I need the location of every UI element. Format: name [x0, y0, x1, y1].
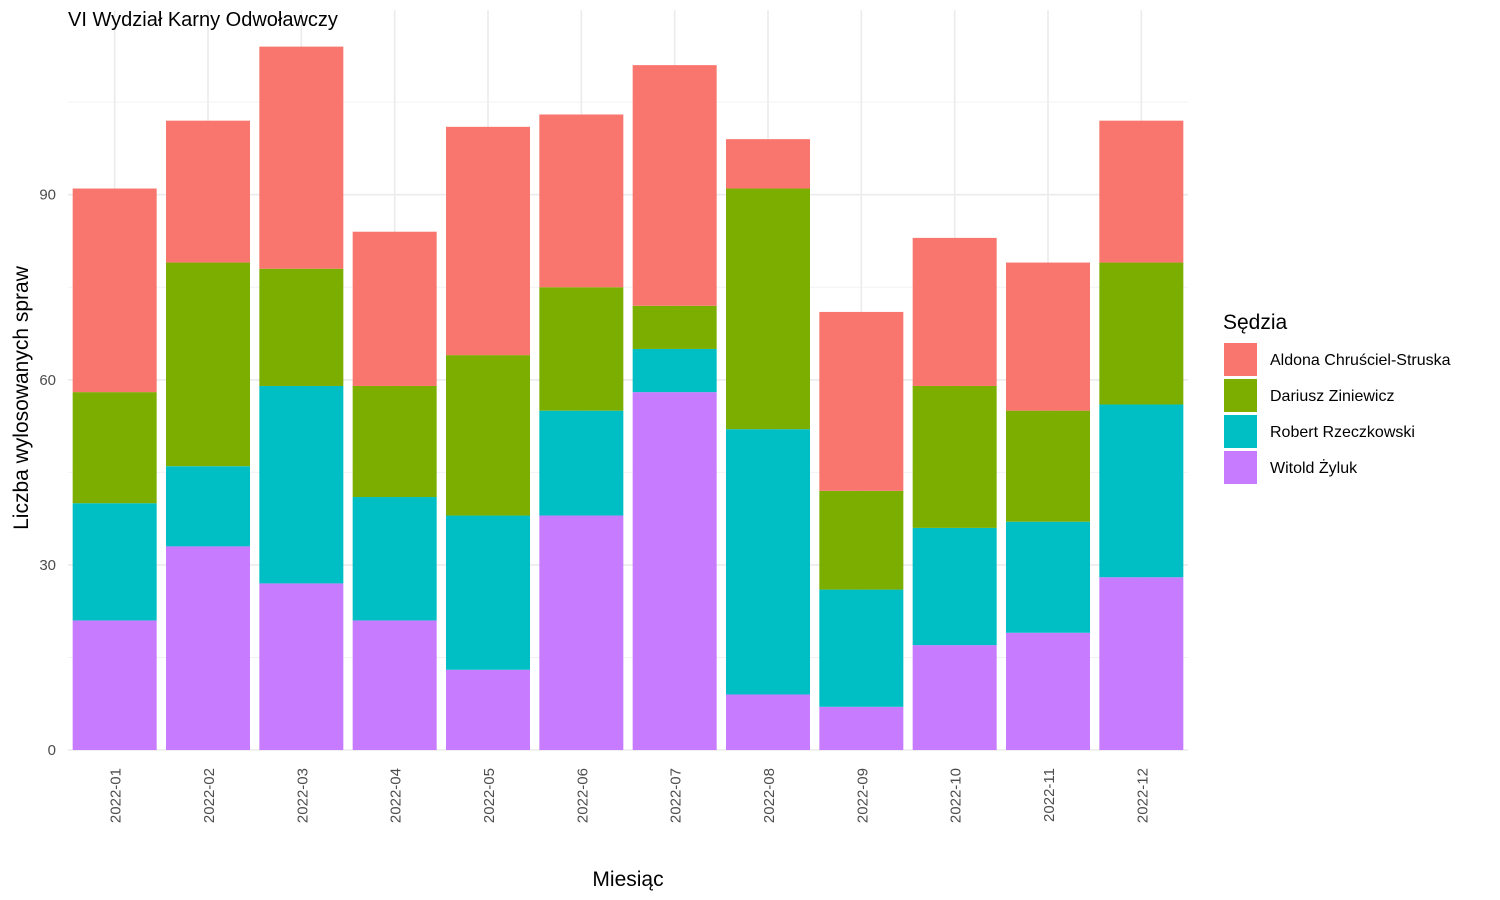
y-axis-title: Liczba wylosowanych spraw	[10, 265, 33, 530]
bar-segment	[726, 139, 810, 189]
bar-segment	[539, 114, 624, 288]
bar-segment	[352, 385, 437, 498]
legend-label: Robert Rzeczkowski	[1270, 424, 1415, 441]
bar-segment	[1099, 262, 1184, 405]
bar-segment	[912, 237, 997, 386]
legend-swatch	[1224, 415, 1257, 448]
bar-segment	[72, 188, 157, 393]
bar-segment	[259, 268, 344, 386]
bar-segment	[166, 262, 250, 467]
bar-segment	[166, 546, 250, 750]
bar-segment	[632, 392, 717, 750]
bar-segment	[166, 120, 250, 263]
bar-segment	[632, 348, 717, 393]
legend-label: Aldona Chruściel-Struska	[1270, 352, 1451, 369]
bar-segment	[446, 515, 530, 670]
bar-segment	[632, 305, 717, 349]
bars	[72, 46, 1184, 750]
bar-segment	[912, 527, 997, 646]
x-tick-label: 2022-10	[948, 768, 965, 823]
y-tick-label: 90	[39, 187, 56, 204]
bar-segment	[72, 392, 157, 504]
y-tick-label: 30	[39, 557, 56, 574]
legend-swatch	[1224, 379, 1257, 412]
bar-segment	[259, 46, 344, 269]
bar-segment	[352, 620, 437, 750]
bar-segment	[1099, 120, 1184, 263]
bar-segment	[819, 490, 904, 590]
x-tick-label: 2022-01	[108, 768, 125, 823]
legend-swatch	[1224, 343, 1257, 376]
bar-segment	[539, 287, 624, 411]
x-tick-label: 2022-04	[388, 768, 405, 823]
bar-segment	[352, 497, 437, 621]
bar-segment	[352, 231, 437, 386]
x-tick-label: 2022-07	[668, 768, 685, 823]
bar-segment	[726, 694, 810, 750]
x-tick-label: 2022-02	[201, 768, 218, 823]
bar-segment	[539, 410, 624, 516]
chart-title: VI Wydział Karny Odwoławczy	[68, 9, 338, 31]
bar-segment	[726, 429, 810, 695]
bar-segment	[1006, 632, 1090, 750]
x-tick-label: 2022-05	[481, 768, 498, 823]
legend-title: Sędzia	[1223, 311, 1288, 334]
legend-label: Witold Żyluk	[1270, 458, 1358, 477]
bar-segment	[819, 311, 904, 491]
bar-segment	[446, 669, 530, 750]
legend-swatch	[1224, 451, 1257, 484]
legend-label: Dariusz Ziniewicz	[1270, 388, 1394, 405]
bar-segment	[1006, 262, 1090, 411]
x-axis-ticks: 2022-01 2022-02 2022-03 2022-04 2022-05 2022-…	[108, 768, 1152, 823]
x-tick-label: 2022-09	[854, 768, 871, 823]
bar-segment	[72, 503, 157, 621]
x-tick-label: 2022-03	[294, 768, 311, 823]
x-tick-label: 2022-08	[761, 768, 778, 823]
x-tick-label: 2022-12	[1134, 768, 1151, 823]
bar-segment	[726, 188, 810, 430]
x-axis-title: Miesiąc	[592, 868, 663, 891]
bar-segment	[1099, 404, 1184, 578]
bar-segment	[1099, 577, 1184, 750]
y-tick-label: 60	[39, 372, 56, 389]
bar-segment	[166, 466, 250, 547]
y-axis-ticks: 0 30 60 90	[39, 187, 56, 759]
bar-segment	[1006, 521, 1090, 633]
bar-segment	[446, 355, 530, 516]
bar-segment	[912, 385, 997, 528]
bar-segment	[912, 645, 997, 750]
bar-segment	[819, 706, 904, 750]
bar-segment	[259, 583, 344, 750]
legend: Sędzia Aldona Chruściel-Struska Dariusz Z…	[1223, 311, 1451, 484]
bar-segment	[72, 620, 157, 750]
bar-segment	[1006, 410, 1090, 522]
x-tick-label: 2022-06	[574, 768, 591, 823]
bar-segment	[539, 515, 624, 750]
y-tick-label: 0	[48, 742, 56, 759]
bar-segment	[446, 126, 530, 356]
bar-segment	[632, 65, 717, 306]
bar-segment	[819, 589, 904, 707]
x-tick-label: 2022-11	[1041, 768, 1058, 822]
bar-segment	[259, 385, 344, 584]
